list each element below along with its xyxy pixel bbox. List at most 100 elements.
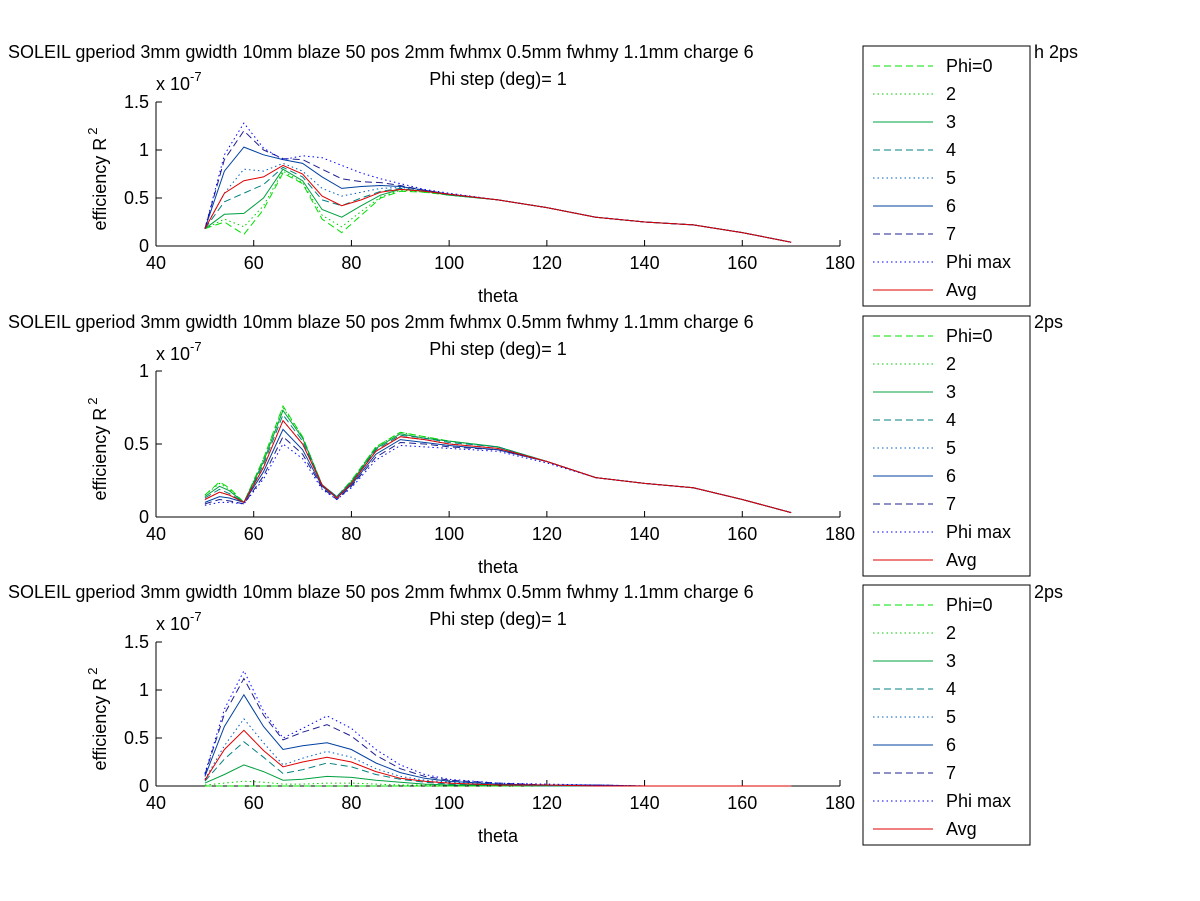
legend-label: Phi=0 xyxy=(946,56,993,76)
legend-label: 2 xyxy=(946,354,956,374)
y-tick-label: 1 xyxy=(139,680,149,700)
legend-label: 3 xyxy=(946,651,956,671)
x-tick-label: 80 xyxy=(341,253,361,273)
x-tick-label: 180 xyxy=(825,524,855,544)
legend-label: 5 xyxy=(946,168,956,188)
series-line-9 xyxy=(204,164,792,243)
x-tick-label: 40 xyxy=(146,253,166,273)
y-exponent-power: -7 xyxy=(190,69,202,84)
y-exponent-base: x 10 xyxy=(156,614,190,634)
legend-box xyxy=(862,45,1031,307)
y-exponent-label: x 10-7 xyxy=(156,339,202,364)
subplot-1: SOLEIL gperiod 3mm gwidth 10mm blaze 50 … xyxy=(8,42,1078,307)
series-line-8 xyxy=(204,122,792,243)
legend-label: 3 xyxy=(946,112,956,132)
y-exponent-label: x 10-7 xyxy=(156,609,202,634)
x-tick-label: 120 xyxy=(532,524,562,544)
x-tick-label: 160 xyxy=(727,793,757,813)
y-tick-label: 0.5 xyxy=(124,188,149,208)
legend-label: 4 xyxy=(946,679,956,699)
x-tick-label: 180 xyxy=(825,253,855,273)
x-tick-label: 60 xyxy=(244,524,264,544)
series-line-4 xyxy=(204,741,792,787)
subplot-2: SOLEIL gperiod 3mm gwidth 10mm blaze 50 … xyxy=(8,312,1063,577)
x-tick-label: 80 xyxy=(341,524,361,544)
chart-title: SOLEIL gperiod 3mm gwidth 10mm blaze 50 … xyxy=(8,312,754,332)
series-line-8 xyxy=(204,443,792,514)
chart-subtitle: Phi step (deg)= 1 xyxy=(429,69,567,89)
chart-subtitle: Phi step (deg)= 1 xyxy=(429,339,567,359)
y-tick-label: 1.5 xyxy=(124,92,149,112)
legend-label: Phi=0 xyxy=(946,595,993,615)
y-axis-label-text: efficiency R xyxy=(90,138,110,231)
x-tick-label: 140 xyxy=(630,524,660,544)
y-exponent-label: x 10-7 xyxy=(156,69,202,94)
y-axis-label-power: 2 xyxy=(85,128,100,135)
chart-title: SOLEIL gperiod 3mm gwidth 10mm blaze 50 … xyxy=(8,582,754,602)
y-axis-label: efficiency R 2 xyxy=(85,398,110,501)
legend-label: Avg xyxy=(946,819,977,839)
y-axis-label-text: efficiency R xyxy=(90,408,110,501)
legend-label: Phi=0 xyxy=(946,326,993,346)
y-axis-label-power: 2 xyxy=(85,668,100,675)
x-tick-label: 80 xyxy=(341,793,361,813)
y-tick-label: 0.5 xyxy=(124,434,149,454)
series-line-9 xyxy=(204,729,792,787)
y-exponent-base: x 10 xyxy=(156,344,190,364)
x-tick-label: 100 xyxy=(434,524,464,544)
legend: Phi=0 2 3 4 5 6 7 Phi max Avg xyxy=(862,315,1031,577)
x-axis-label: theta xyxy=(478,557,519,577)
legend-label: 6 xyxy=(946,735,956,755)
y-tick-label: 0 xyxy=(139,776,149,796)
x-tick-label: 140 xyxy=(630,793,660,813)
y-tick-label: 0.5 xyxy=(124,728,149,748)
y-tick-label: 1 xyxy=(139,361,149,381)
x-axis-label: theta xyxy=(478,286,519,306)
chart-title-tail: 2ps xyxy=(1034,312,1063,332)
legend-label: Phi max xyxy=(946,252,1011,272)
legend-box xyxy=(862,584,1031,846)
series-line-1 xyxy=(204,172,792,243)
legend-label: 2 xyxy=(946,84,956,104)
legend: Phi=0 2 3 4 5 6 7 Phi max Avg xyxy=(862,584,1031,846)
y-tick-label: 1.5 xyxy=(124,632,149,652)
x-tick-label: 40 xyxy=(146,524,166,544)
x-tick-label: 120 xyxy=(532,253,562,273)
x-tick-label: 60 xyxy=(244,253,264,273)
y-axis-label: efficiency R 2 xyxy=(85,668,110,771)
legend-label: 7 xyxy=(946,494,956,514)
x-tick-label: 60 xyxy=(244,793,264,813)
x-tick-label: 40 xyxy=(146,793,166,813)
series-line-7 xyxy=(204,130,792,243)
chart-title-tail: 2ps xyxy=(1034,582,1063,602)
x-tick-label: 100 xyxy=(434,793,464,813)
series-line-2 xyxy=(204,780,792,787)
y-exponent-power: -7 xyxy=(190,339,202,354)
legend-label: Phi max xyxy=(946,791,1011,811)
y-axis-label: efficiency R 2 xyxy=(85,128,110,231)
legend-label: 5 xyxy=(946,707,956,727)
y-exponent-power: -7 xyxy=(190,609,202,624)
y-tick-label: 0 xyxy=(139,236,149,256)
legend-label: 2 xyxy=(946,623,956,643)
y-exponent-base: x 10 xyxy=(156,74,190,94)
legend-box xyxy=(862,315,1031,577)
x-tick-label: 100 xyxy=(434,253,464,273)
legend-label: 7 xyxy=(946,224,956,244)
subplot-3: SOLEIL gperiod 3mm gwidth 10mm blaze 50 … xyxy=(8,582,1063,846)
x-tick-label: 160 xyxy=(727,524,757,544)
legend: Phi=0 2 3 4 5 6 7 Phi max Avg xyxy=(862,45,1031,307)
x-tick-label: 160 xyxy=(727,253,757,273)
legend-label: 6 xyxy=(946,196,956,216)
legend-label: 4 xyxy=(946,140,956,160)
legend-label: Avg xyxy=(946,280,977,300)
legend-label: 4 xyxy=(946,410,956,430)
y-tick-label: 1 xyxy=(139,140,149,160)
x-tick-label: 140 xyxy=(630,253,660,273)
y-tick-label: 0 xyxy=(139,507,149,527)
legend-label: 7 xyxy=(946,763,956,783)
chart-title-tail: h 2ps xyxy=(1034,42,1078,62)
legend-label: 5 xyxy=(946,438,956,458)
y-axis-label-text: efficiency R xyxy=(90,678,110,771)
